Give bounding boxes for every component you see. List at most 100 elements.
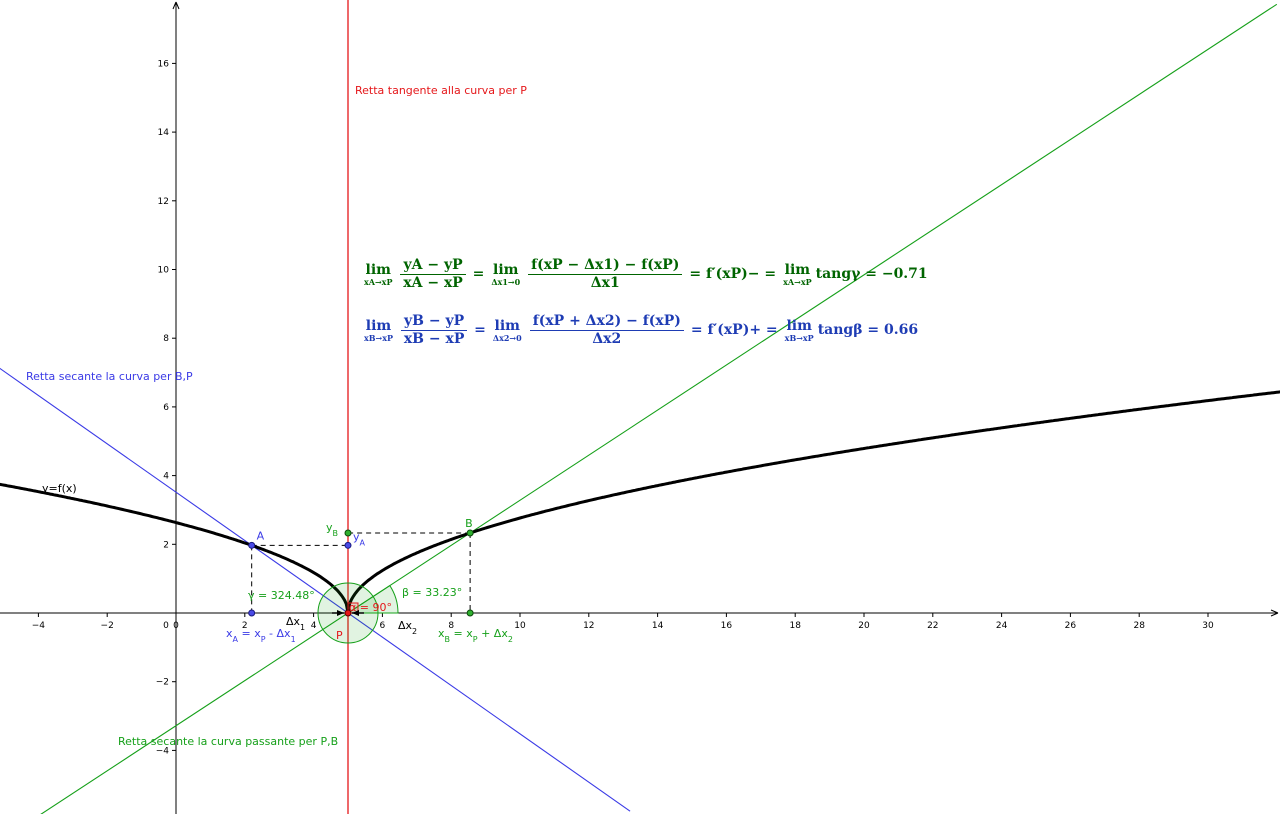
- lim-text: lim: [494, 317, 520, 334]
- tang-beta: tangβ = 0.66: [817, 322, 919, 339]
- lim-B-2: lim xB→xP: [785, 319, 814, 342]
- secant-blue-label: Retta secante la curva per B,P: [26, 370, 193, 383]
- yA-label: yA: [353, 530, 366, 547]
- lim-sub: xB→xP: [364, 332, 394, 343]
- y-axis-arrow: [172, 1, 180, 10]
- point-xA: [248, 609, 256, 617]
- tang-gamma: tangγ = −0.71: [815, 266, 928, 283]
- x-tick-label: 24: [996, 621, 1008, 631]
- x-tick-label: −2: [101, 621, 114, 631]
- xB-equation-part: B: [445, 635, 451, 644]
- xB-equation-part: = x: [450, 627, 473, 640]
- gamma-label: γ = 324.48°: [248, 589, 315, 602]
- xB-equation: xB = xP + Δx2: [438, 627, 513, 644]
- x-tick-label: 26: [1065, 621, 1077, 631]
- xB-equation-part: + Δx: [478, 627, 509, 640]
- lim-A-2: lim xA→xP: [783, 263, 811, 286]
- angle-beta-sector: [346, 584, 399, 614]
- formula-left-derivative: lim xA→xP yA − yP xA − xP = lim Δx1→0 f(xP …: [360, 258, 928, 290]
- frac-den: Δx2: [592, 330, 622, 347]
- x-tick-label: 12: [583, 621, 594, 631]
- lim-sub: Δx1→0: [491, 276, 521, 287]
- yB-label: yB: [326, 521, 338, 538]
- lim-sub: xA→xP: [783, 276, 812, 287]
- xA-equation-part: - Δx: [266, 627, 291, 640]
- y-tick-label: −4: [156, 746, 170, 756]
- lim-dx2: lim Δx2→0: [493, 319, 522, 342]
- yA-label-part: A: [360, 538, 366, 547]
- xA-equation-part: 1: [291, 635, 296, 644]
- xB-equation-part: 2: [508, 635, 513, 644]
- derivative-right: = f′(xP)+ =: [690, 322, 778, 339]
- x-tick-label: 10: [514, 621, 526, 631]
- origin-label: 0: [163, 621, 169, 631]
- frac-dx1: f(xP − Δx1) − f(xP) Δx1: [528, 258, 683, 291]
- yA-label-part: y: [353, 530, 360, 543]
- delta-x1-label: Δx1: [286, 615, 305, 632]
- frac-A: yA − yP xA − xP: [400, 258, 466, 291]
- lim-text: lim: [493, 261, 519, 278]
- curve-left-branch: [0, 482, 350, 614]
- lim-sub: xA→xP: [364, 276, 393, 287]
- x-tick-label: 4: [311, 621, 317, 631]
- point-B-label: B: [465, 517, 473, 530]
- x-tick-label: 28: [1133, 621, 1145, 631]
- marks: [248, 529, 474, 644]
- lim-sub: Δx2→0: [492, 332, 522, 343]
- point-P: [344, 609, 352, 617]
- lim-text: lim: [786, 317, 812, 334]
- frac-den: xA − xP: [403, 274, 463, 291]
- point-B: [466, 529, 474, 537]
- equals: =: [472, 266, 485, 283]
- derivative-left: = f′(xP)− =: [689, 266, 777, 283]
- x-tick-label: 0: [173, 621, 179, 631]
- x-tick-label: 16: [721, 621, 733, 631]
- frac-num: yB − yP: [401, 314, 468, 331]
- yB-label-part: y: [326, 521, 333, 534]
- x-tick-label: 8: [448, 621, 454, 631]
- equals: =: [474, 322, 486, 339]
- lim-text: lim: [365, 261, 391, 278]
- xA-equation: xA = xP - Δx1: [226, 627, 296, 644]
- xA-equation-part: P: [261, 635, 266, 644]
- x-tick-label: 30: [1202, 621, 1214, 631]
- point-A: [248, 541, 256, 549]
- delta-x1-label-part: 1: [300, 623, 305, 632]
- x-tick-label: 22: [927, 621, 938, 631]
- yB-label-part: B: [333, 528, 339, 537]
- x-tick-label: 14: [652, 621, 664, 631]
- tangent-label: Retta tangente alla curva per P: [355, 84, 527, 97]
- point-A-label: A: [257, 529, 265, 542]
- lim-text: lim: [784, 261, 811, 278]
- y-tick-label: 4: [163, 472, 169, 482]
- x-tick-label: −4: [32, 621, 46, 631]
- y-tick-label: −2: [156, 678, 169, 688]
- delta-x2-label: Δx2: [398, 619, 417, 636]
- lim-dx1: lim Δx1→0: [491, 263, 520, 286]
- lim-sub: xB→xP: [784, 332, 814, 343]
- y-tick-label: 6: [163, 403, 169, 413]
- y-tick-label: 16: [158, 59, 170, 69]
- point-xB: [466, 609, 474, 617]
- y-tick-label: 12: [158, 197, 169, 207]
- y-tick-label: 10: [158, 266, 170, 276]
- xA-equation-part: A: [233, 635, 239, 644]
- delta-x2-label-part: Δx: [398, 619, 413, 632]
- secant-green-label: Retta secante la curva passante per P,B: [118, 735, 338, 748]
- xB-equation-part: x: [438, 627, 445, 640]
- secant-line-green: [40, 3, 1278, 814]
- frac-den: Δx1: [590, 274, 620, 291]
- frac-num: f(xP + Δx2) − f(xP): [529, 314, 684, 331]
- curve-label: y=f(x): [42, 482, 77, 495]
- curve-right-branch: [346, 390, 1280, 614]
- delta-x1-label-part: Δx: [286, 615, 301, 628]
- xB-equation-part: P: [473, 635, 478, 644]
- delta-x1-arrowhead: [337, 610, 344, 616]
- delta-x2-arrowhead: [352, 610, 359, 616]
- beta-label: β = 33.23°: [402, 586, 462, 599]
- delta-x2-label-part: 2: [412, 627, 417, 636]
- point-yA: [344, 541, 352, 549]
- lim-text: lim: [365, 317, 392, 334]
